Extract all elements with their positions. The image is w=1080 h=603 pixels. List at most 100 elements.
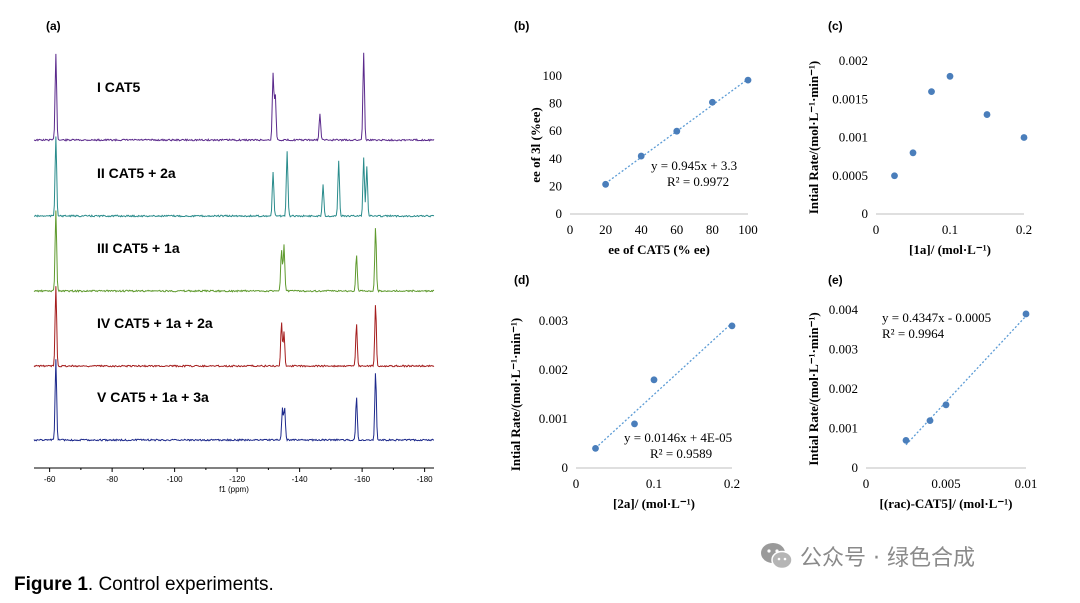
x-axis-label: [2a]/ (mol·L⁻¹) [613, 496, 695, 511]
x-tick-label: 0 [573, 476, 580, 491]
y-tick-label: 0.004 [829, 302, 859, 317]
x-tick-label: 0.1 [942, 222, 958, 237]
nmr-trace-label-1: I CAT5 [97, 79, 141, 95]
x-tick-label: 0 [863, 476, 870, 491]
y-tick-label: 0 [556, 206, 563, 221]
data-point [926, 417, 934, 424]
x-tick-label: 60 [670, 222, 683, 237]
x-tick-label: 40 [635, 222, 648, 237]
y-tick-label: 80 [549, 96, 562, 111]
nmr-x-tick-label: -100 [167, 475, 184, 484]
x-tick-label: 0.1 [646, 476, 662, 491]
y-tick-label: 0.0015 [832, 91, 868, 106]
y-tick-label: 0 [852, 460, 859, 475]
data-point [709, 98, 716, 106]
y-axis-label: Intial Rate/(mol·L⁻¹·min⁻¹) [806, 61, 821, 214]
nmr-trace-1 [33, 52, 435, 142]
trendline [905, 315, 1027, 446]
nmr-trace-label-2: II CAT5 + 2a [97, 165, 176, 181]
data-point [1020, 134, 1028, 141]
y-tick-label: 0.001 [539, 411, 568, 426]
x-tick-label: 0.01 [1015, 476, 1038, 491]
y-tick-label: 0.002 [539, 362, 568, 377]
data-point [637, 152, 645, 160]
y-tick-label: 0.001 [829, 421, 858, 436]
panel-d: (d) 0 0.1 0.2 0 0.001 0.002 0.003 y = 0.0146x + … [508, 273, 740, 511]
nmr-panel: (a) I CAT5 II CAT5 + 2a III CAT5 + 1a IV CAT… [33, 19, 435, 494]
x-tick-label: 20 [599, 222, 612, 237]
r-squared: R² = 0.9972 [667, 174, 729, 189]
y-axis-label: Intial Rate/(mol·L⁻¹·min⁻¹) [508, 318, 523, 471]
data-point [592, 445, 599, 452]
panel-label-a: (a) [46, 19, 61, 33]
panel-label: (b) [514, 19, 529, 33]
y-tick-label: 0.002 [829, 381, 858, 396]
data-point [928, 88, 935, 95]
x-tick-label: 100 [738, 222, 758, 237]
nmr-trace-3 [33, 210, 435, 293]
y-tick-label: 0.0005 [832, 168, 868, 183]
nmr-x-tick-label: -120 [229, 475, 246, 484]
nmr-trace-5 [33, 359, 435, 442]
y-tick-label: 60 [549, 123, 562, 138]
data-point [728, 322, 736, 330]
data-point [909, 149, 917, 157]
data-point [946, 72, 954, 80]
data-point [983, 111, 991, 118]
y-axis-label: ee of 3l (%ee) [528, 107, 543, 182]
watermark: 公众号 · 绿色合成 [760, 540, 975, 572]
nmr-trace-label-3: III CAT5 + 1a [97, 240, 180, 256]
figure-caption: Figure 1. Control experiments. [14, 574, 274, 596]
y-tick-label: 0.003 [539, 313, 568, 328]
y-axis-label: Intial Rate/(mol·L⁻¹·min⁻¹) [806, 312, 821, 465]
x-axis-label: [1a]/ (mol·L⁻¹) [909, 242, 991, 257]
y-tick-label: 0.003 [829, 342, 858, 357]
trend-equation: y = 0.4347x - 0.0005 [882, 310, 991, 325]
y-tick-label: 0 [562, 460, 569, 475]
nmr-trace-label-5: V CAT5 + 1a + 3a [97, 389, 209, 405]
y-tick-label: 40 [549, 151, 562, 166]
panel-label: (d) [514, 273, 529, 287]
r-squared: R² = 0.9964 [882, 326, 945, 341]
data-point [942, 401, 950, 409]
nmr-trace-label-4: IV CAT5 + 1a + 2a [97, 315, 213, 331]
trendline [595, 322, 733, 449]
nmr-x-tick-label: -140 [292, 475, 309, 484]
panel-label: (c) [828, 19, 843, 33]
data-point [744, 76, 752, 84]
data-point [673, 127, 681, 135]
data-point [891, 172, 898, 180]
caption-label: Figure 1 [14, 574, 88, 595]
y-tick-label: 0 [862, 206, 869, 221]
x-tick-label: 0 [567, 222, 574, 237]
caption-text: . Control experiments. [87, 574, 274, 595]
x-tick-label: 0.005 [931, 476, 960, 491]
x-tick-label: 80 [706, 222, 719, 237]
x-axis-label: ee of CAT5 (% ee) [608, 242, 710, 257]
nmr-x-tick-label: -80 [106, 475, 118, 484]
nmr-x-tick-label: -160 [354, 475, 371, 484]
panel-label: (e) [828, 273, 843, 287]
watermark-text: 公众号 · 绿色合成 [800, 546, 975, 571]
r-squared: R² = 0.9589 [650, 446, 712, 461]
data-point [602, 180, 609, 188]
panel-b: (b) 0 20 40 60 80 100 0 20 40 60 80 100 y = 0.945x + … [514, 19, 758, 257]
x-tick-label: 0.2 [1016, 222, 1032, 237]
wechat-icon [761, 543, 793, 570]
nmr-x-tick-label: -60 [44, 475, 56, 484]
trend-equation: y = 0.945x + 3.3 [651, 158, 737, 173]
y-tick-label: 100 [543, 68, 563, 83]
x-tick-label: 0 [873, 222, 880, 237]
y-tick-label: 0.001 [839, 130, 868, 145]
panel-c: (c) 0 0.1 0.2 0 0.0005 0.001 0.0015 0.002 [1a]/ (… [806, 19, 1032, 257]
nmr-trace-4 [33, 286, 435, 368]
x-tick-label: 0.2 [724, 476, 740, 491]
data-point [1022, 310, 1030, 318]
y-tick-label: 0.002 [839, 53, 868, 68]
nmr-x-axis-label: f1 (ppm) [219, 485, 249, 494]
data-point [650, 376, 658, 384]
nmr-x-tick-label: -180 [417, 475, 434, 484]
data-point [631, 420, 638, 428]
x-axis-label: [(rac)-CAT5]/ (mol·L⁻¹) [880, 496, 1013, 511]
